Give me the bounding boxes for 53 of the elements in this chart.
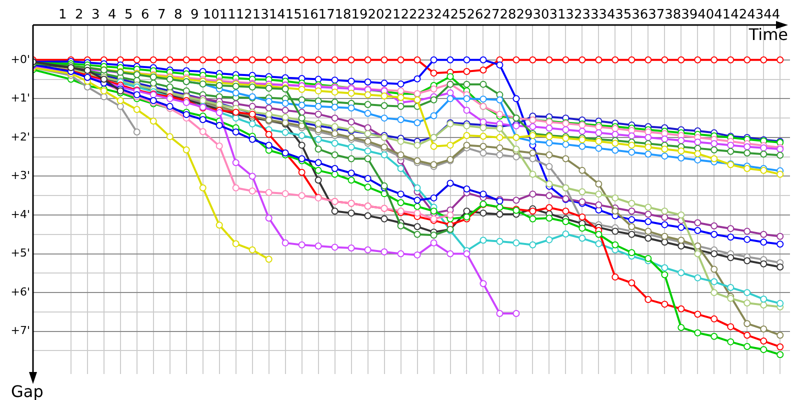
- x-tick-label: 12: [236, 8, 252, 23]
- x-tick-label: 35: [615, 8, 632, 23]
- x-tick-label: 30: [532, 8, 550, 23]
- y-tick-label: +2': [10, 130, 30, 144]
- x-tick-label: 26: [466, 8, 484, 23]
- x-tick-label: 19: [351, 8, 368, 23]
- x-tick-label: 11: [219, 8, 236, 23]
- x-tick-label: 14: [268, 8, 286, 23]
- x-tick-label: 9: [190, 8, 199, 23]
- x-tick-label: 25: [450, 8, 467, 23]
- x-tick-label: 1: [58, 8, 67, 23]
- x-tick-label: 20: [368, 8, 384, 23]
- y-tick-label: +6': [10, 285, 30, 298]
- x-tick-label: 36: [632, 8, 648, 23]
- y-tick-label: +4': [10, 208, 30, 221]
- x-tick-label: 16: [302, 8, 318, 23]
- x-tick-label: 7: [158, 8, 166, 23]
- x-tick-label: 8: [174, 8, 182, 23]
- x-tick-label: 29: [516, 8, 533, 23]
- x-tick-label: 22: [400, 8, 418, 23]
- x-tick-label: 28: [500, 8, 516, 23]
- x-tick-label: 15: [285, 8, 302, 23]
- y-tick-label: +3': [10, 169, 30, 182]
- x-tick-label: 17: [318, 8, 335, 23]
- x-tick-label: 31: [549, 8, 566, 23]
- x-tick-label: 3: [92, 8, 100, 23]
- x-tick-label: 39: [681, 8, 698, 23]
- y-tick-label: +5': [10, 246, 30, 260]
- x-tick-label: 40: [698, 8, 714, 23]
- x-tick-label: 42: [730, 8, 748, 23]
- x-tick-label: 18: [334, 8, 352, 23]
- x-tick-label: 13: [252, 8, 269, 23]
- x-tick-label: 38: [664, 8, 682, 23]
- x-tick-label: 23: [417, 8, 434, 23]
- x-tick-label: 5: [124, 8, 133, 23]
- x-tick-label: 21: [384, 8, 401, 23]
- x-tick-label: 24: [434, 8, 450, 23]
- x-tick-label: 33: [582, 8, 599, 23]
- x-tick-label: 27: [483, 8, 500, 23]
- x-tick-label: 32: [566, 8, 582, 23]
- x-tick-label: 43: [747, 8, 764, 23]
- y-tick-label: +7': [10, 324, 30, 338]
- x-tick-label: 2: [75, 8, 84, 23]
- x-tick-label: 41: [714, 8, 731, 23]
- y-tick-label: +0': [10, 52, 30, 66]
- x-tick-label: 34: [598, 8, 616, 23]
- x-tick-label: 6: [141, 8, 150, 23]
- x-tick-label: 10: [202, 8, 220, 23]
- x-tick-label: 37: [648, 8, 665, 23]
- x-axis-title: Time: [748, 25, 788, 44]
- x-tick-label: 4: [108, 8, 116, 23]
- y-tick-label: +1': [10, 92, 30, 105]
- x-tick-label: 44: [764, 8, 780, 23]
